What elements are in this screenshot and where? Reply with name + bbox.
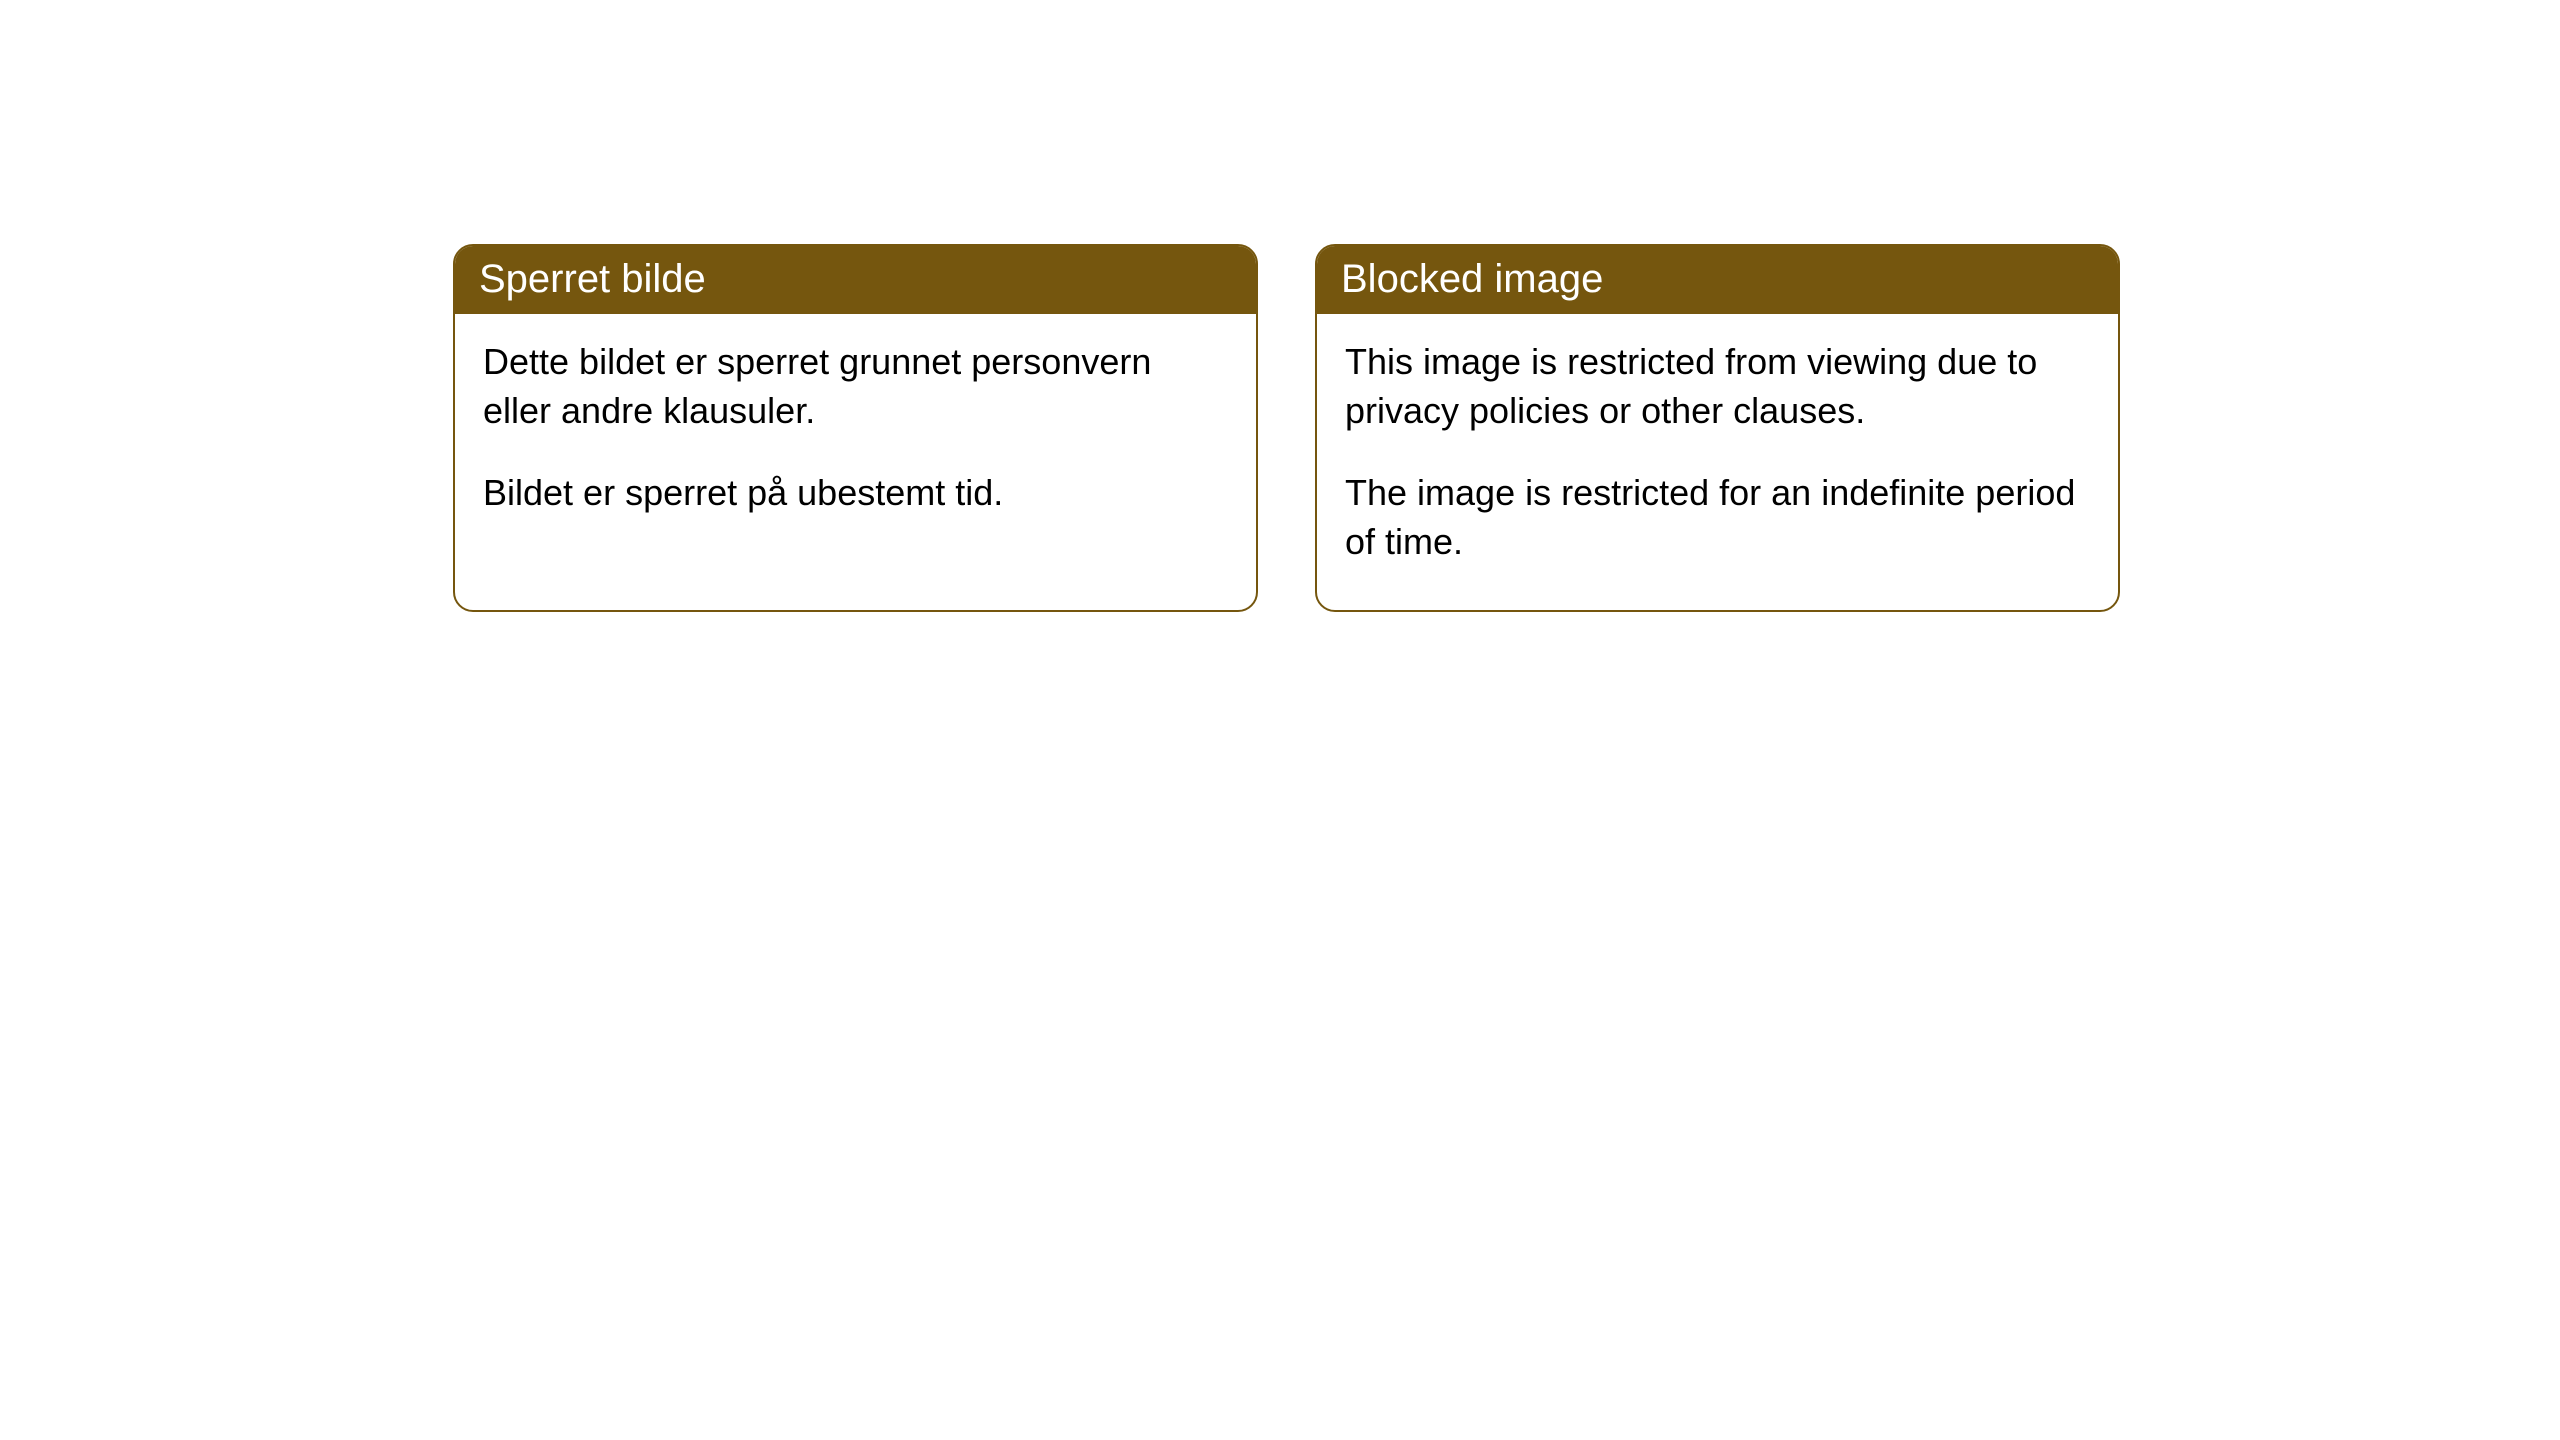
notice-card-norwegian: Sperret bilde Dette bildet er sperret gr… <box>453 244 1258 612</box>
notice-card-english: Blocked image This image is restricted f… <box>1315 244 2120 612</box>
card-body-norwegian: Dette bildet er sperret grunnet personve… <box>455 314 1256 562</box>
notice-cards-container: Sperret bilde Dette bildet er sperret gr… <box>453 244 2120 612</box>
card-title: Blocked image <box>1341 257 1603 301</box>
card-paragraph: This image is restricted from viewing du… <box>1345 338 2090 435</box>
card-paragraph: The image is restricted for an indefinit… <box>1345 469 2090 566</box>
card-body-english: This image is restricted from viewing du… <box>1317 314 2118 610</box>
card-title: Sperret bilde <box>479 257 706 301</box>
card-paragraph: Bildet er sperret på ubestemt tid. <box>483 469 1228 518</box>
card-paragraph: Dette bildet er sperret grunnet personve… <box>483 338 1228 435</box>
card-header-norwegian: Sperret bilde <box>455 246 1256 314</box>
card-header-english: Blocked image <box>1317 246 2118 314</box>
